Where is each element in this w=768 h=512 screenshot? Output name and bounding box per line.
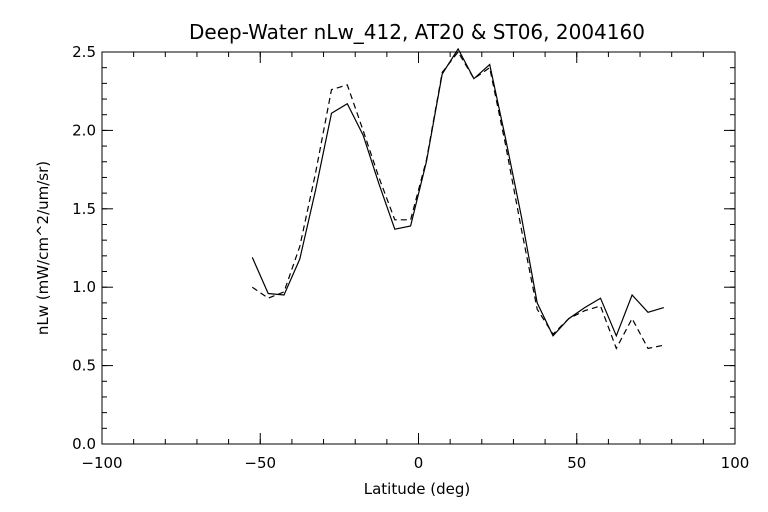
y-tick-label: 1.0 (72, 278, 96, 296)
series-solid-line (251, 47, 664, 338)
y-tick-label: 1.5 (72, 200, 96, 218)
x-tick-label: 100 (721, 454, 750, 472)
plot-frame (101, 51, 736, 445)
x-tick-label: 0 (414, 454, 424, 472)
y-tick-label: 0.0 (72, 435, 96, 453)
x-tick-label: 50 (567, 454, 586, 472)
x-tick-label: −50 (244, 454, 276, 472)
axis-tick-labels: −100 −50 0 50 100 0.0 0.5 1.0 1.5 2.0 2.5 (72, 43, 749, 472)
series-layer (251, 47, 664, 350)
axis-ticks (101, 51, 736, 445)
y-tick-label: 2.0 (72, 121, 96, 139)
y-tick-label: 2.5 (72, 43, 96, 61)
y-tick-label: 0.5 (72, 357, 96, 375)
series-dashed-line (251, 50, 664, 350)
x-tick-label: −100 (81, 454, 122, 472)
y-axis-label: nLw (mW/cm^2/um/sr) (34, 161, 52, 335)
chart-title: Deep-Water nLw_412, AT20 & ST06, 2004160 (189, 20, 645, 44)
x-axis-label: Latitude (deg) (364, 480, 470, 498)
